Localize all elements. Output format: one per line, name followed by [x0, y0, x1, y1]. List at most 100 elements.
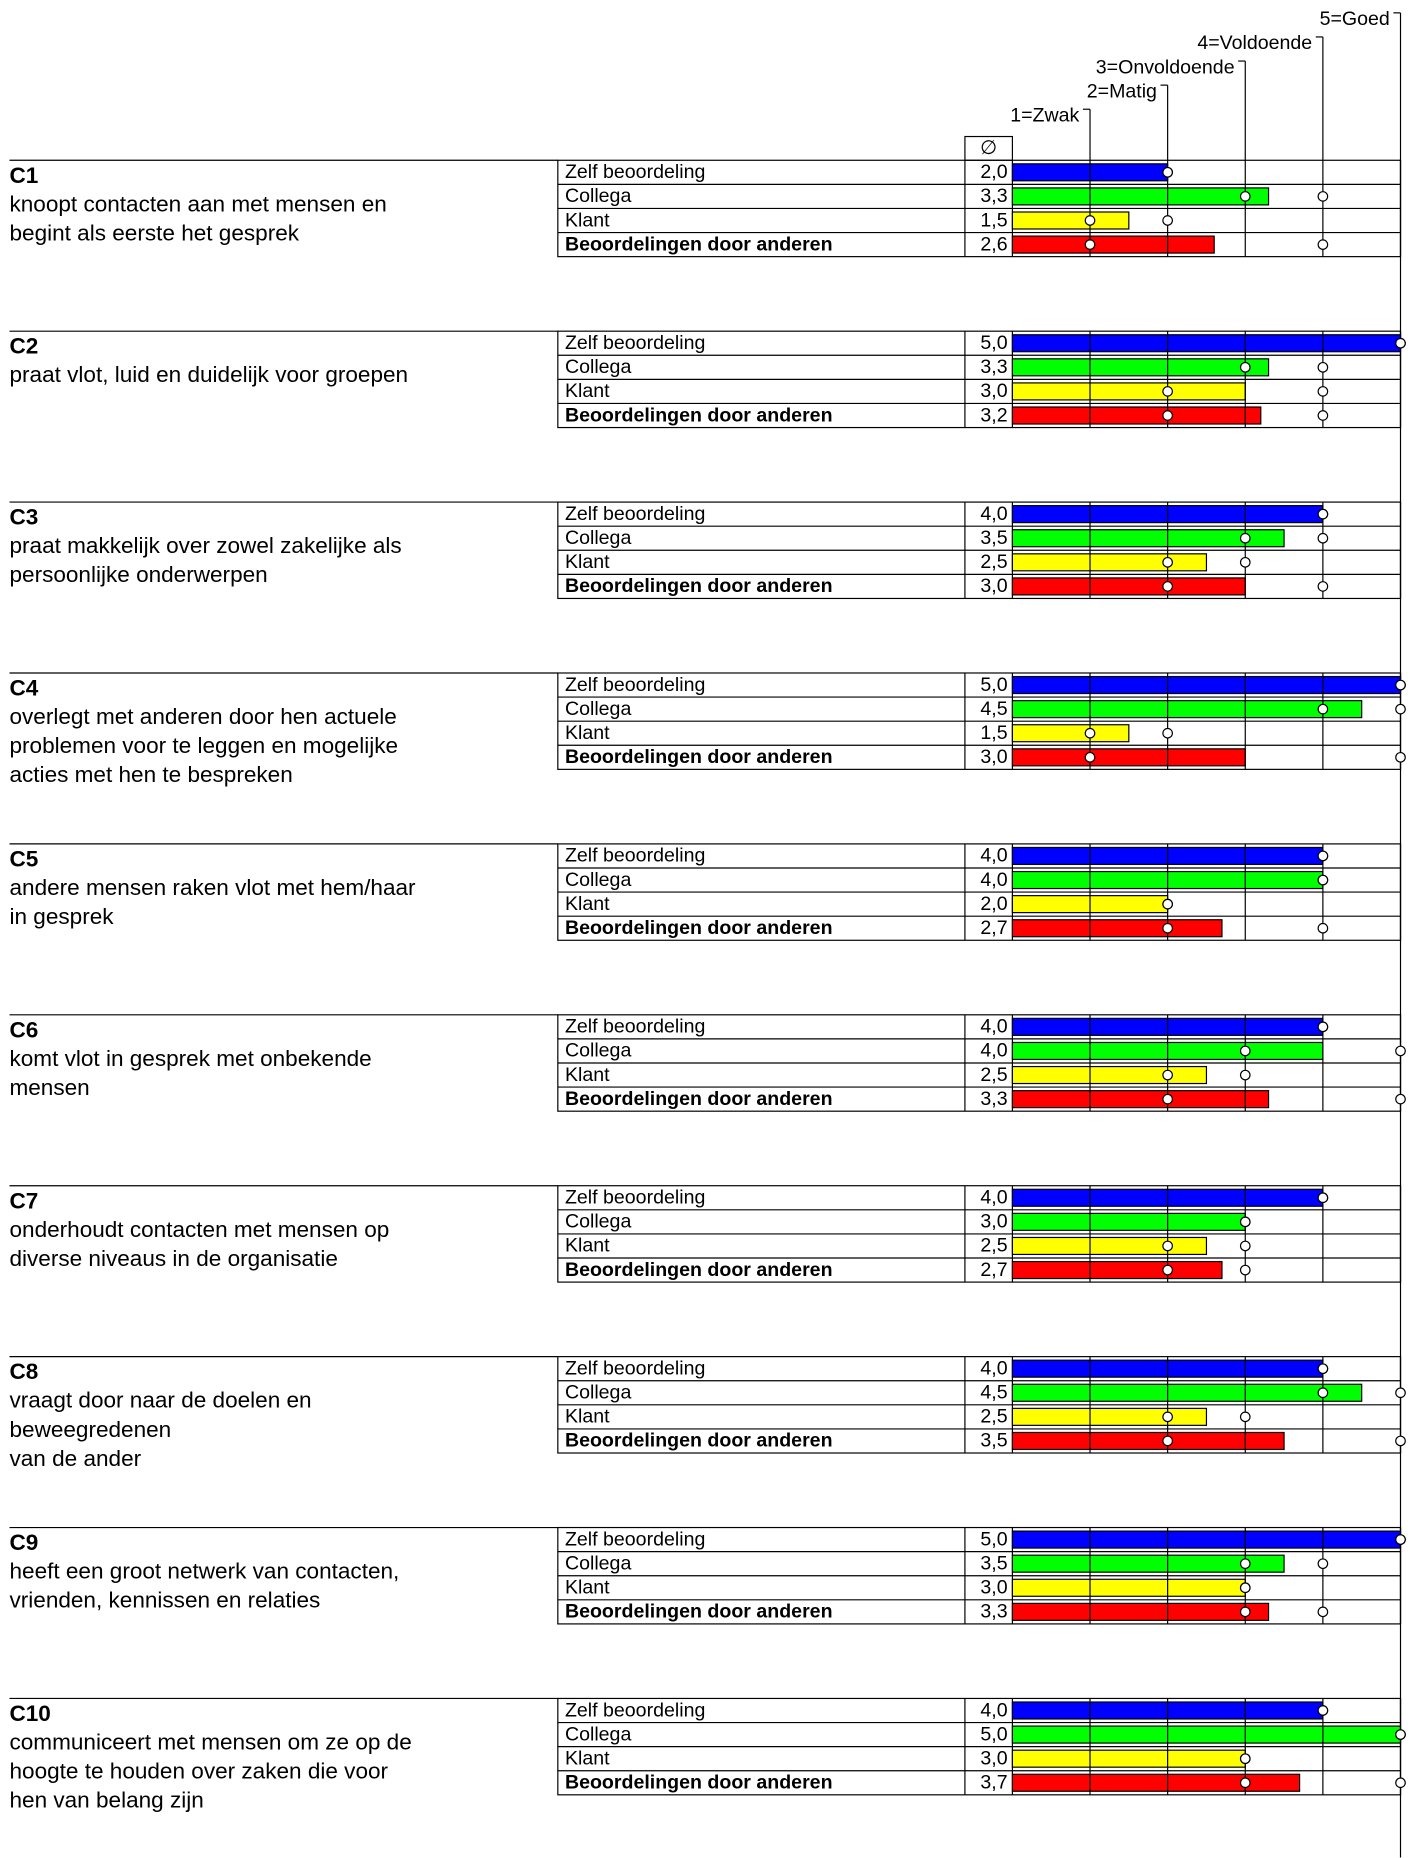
range-marker — [1317, 191, 1329, 202]
row-name: Beoordelingen door anderen — [565, 1430, 833, 1452]
row-name: Zelf beoordeling — [565, 1699, 705, 1721]
range-marker — [1239, 191, 1251, 202]
row-name: Beoordelingen door anderen — [565, 575, 833, 597]
scale-label: 3=Onvoldoende — [1096, 56, 1235, 78]
range-marker — [1317, 532, 1329, 544]
group-description: vrienden, kennissen en relaties — [9, 1588, 320, 1613]
range-marker — [1239, 1753, 1251, 1765]
value-label: 4,0 — [980, 1040, 1007, 1062]
range-marker — [1239, 1582, 1251, 1594]
row-name: Beoordelingen door anderen — [565, 1259, 833, 1281]
value-label: 2,5 — [980, 1235, 1007, 1257]
range-marker — [1395, 703, 1406, 715]
range-marker — [1395, 1045, 1406, 1057]
range-marker — [1084, 215, 1096, 226]
bar — [1011, 1602, 1270, 1621]
group-description: mensen — [9, 1075, 89, 1100]
value-label: 2,0 — [980, 893, 1007, 915]
scale-label: 5=Goed — [1320, 8, 1390, 30]
row-name: Zelf beoordeling — [565, 674, 705, 696]
value-label: 4,0 — [980, 1357, 1007, 1379]
row-name: Beoordelingen door anderen — [565, 746, 833, 768]
range-marker — [1084, 239, 1096, 250]
bar — [1011, 1212, 1246, 1231]
bar — [1011, 1431, 1285, 1451]
value-label: 4,0 — [980, 1187, 1007, 1209]
range-marker — [1162, 215, 1173, 226]
row-name: Beoordelingen door anderen — [565, 1601, 833, 1623]
value-label: 3,3 — [980, 1088, 1007, 1110]
bar — [1011, 1773, 1301, 1792]
value-label: 3,0 — [980, 746, 1007, 768]
range-marker — [1162, 898, 1173, 910]
value-label: 3,0 — [980, 575, 1007, 597]
group-description: onderhoudt contacten met mensen op — [9, 1217, 389, 1242]
range-marker — [1317, 239, 1329, 250]
value-label: 2,5 — [980, 1064, 1007, 1086]
range-marker — [1395, 1534, 1406, 1545]
value-label: 2,0 — [980, 161, 1007, 183]
group-description: overlegt met anderen door hen actuele — [9, 704, 396, 729]
range-marker — [1239, 1216, 1251, 1228]
group-code: C7 — [9, 1188, 38, 1213]
row-name: Beoordelingen door anderen — [565, 1772, 833, 1794]
range-marker — [1162, 1240, 1173, 1252]
range-marker — [1317, 850, 1329, 862]
value-label: 5,0 — [980, 1723, 1007, 1745]
bar — [1011, 1260, 1223, 1280]
value-label: 3,3 — [980, 1601, 1007, 1623]
row-name: Beoordelingen door anderen — [565, 917, 833, 939]
value-label: 3,0 — [980, 1211, 1007, 1233]
range-marker — [1317, 922, 1329, 934]
range-marker — [1162, 922, 1173, 934]
group-description: begint als eerste het gesprek — [9, 220, 299, 245]
group-code: C5 — [9, 846, 38, 871]
value-label: 4,5 — [980, 698, 1007, 720]
scale-label: 1=Zwak — [1010, 105, 1079, 127]
range-marker — [1162, 386, 1173, 397]
group-description: vraagt door naar de doelen en — [9, 1388, 311, 1413]
value-label: 3,7 — [980, 1772, 1007, 1794]
group-code: C2 — [9, 334, 38, 359]
bar — [1011, 211, 1130, 230]
range-marker — [1162, 1435, 1173, 1447]
row-name: Collega — [565, 698, 632, 720]
range-marker — [1162, 1264, 1173, 1276]
value-label: 3,5 — [980, 1430, 1007, 1452]
range-marker — [1317, 874, 1329, 886]
group-description: hoogte te houden over zaken die voor — [9, 1759, 388, 1784]
range-marker — [1317, 581, 1329, 592]
value-label: 3,2 — [980, 404, 1007, 426]
group-description: hen van belang zijn — [9, 1788, 203, 1813]
group-description: heeft een groot netwerk van contacten, — [9, 1559, 399, 1584]
group-code: C8 — [9, 1359, 38, 1384]
row-name: Klant — [565, 209, 610, 231]
range-marker — [1317, 1705, 1329, 1716]
row-name: Beoordelingen door anderen — [565, 233, 833, 255]
range-marker — [1395, 751, 1406, 763]
group-code: C10 — [9, 1701, 50, 1726]
group-description: komt vlot in gesprek met onbekende — [9, 1046, 371, 1071]
row-name: Collega — [565, 1382, 632, 1404]
value-label: 4,0 — [980, 503, 1007, 525]
value-label: 4,0 — [980, 869, 1007, 891]
value-label: 3,3 — [980, 356, 1007, 378]
group-code: C4 — [9, 676, 38, 701]
range-marker — [1239, 1264, 1251, 1276]
row-name: Collega — [565, 1040, 632, 1062]
range-marker — [1317, 1606, 1329, 1618]
row-name: Zelf beoordeling — [565, 503, 705, 525]
bar — [1011, 1065, 1208, 1085]
range-marker — [1317, 1363, 1329, 1375]
range-marker — [1317, 703, 1329, 715]
group-description: van de ander — [9, 1446, 141, 1471]
range-marker — [1162, 166, 1173, 178]
range-marker — [1317, 508, 1329, 520]
row-name: Zelf beoordeling — [565, 332, 705, 354]
group-description: communiceert met mensen om ze op de — [9, 1730, 411, 1755]
row-name: Collega — [565, 1723, 632, 1745]
row-name: Collega — [565, 1552, 632, 1574]
row-name: Collega — [565, 185, 632, 207]
group-description: praat makkelijk over zowel zakelijke als — [9, 533, 401, 558]
group-description: praat vlot, luid en duidelijk voor groep… — [9, 362, 408, 387]
